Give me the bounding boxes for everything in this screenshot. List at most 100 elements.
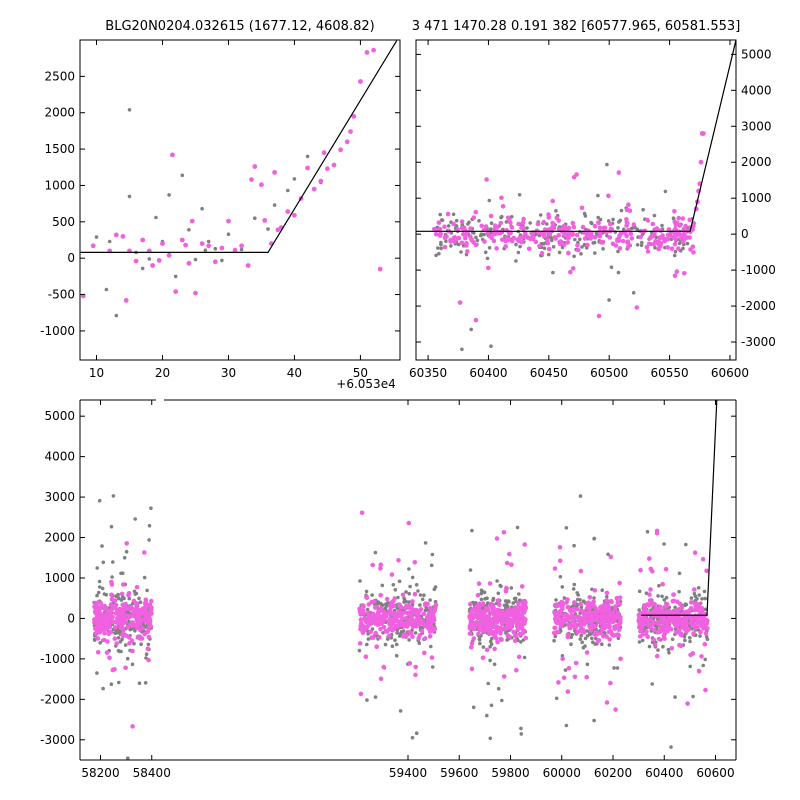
pink-point bbox=[687, 235, 692, 240]
pink-point bbox=[650, 233, 655, 239]
grey-point bbox=[522, 655, 527, 660]
pink-point bbox=[186, 260, 192, 266]
pink-point bbox=[568, 269, 573, 275]
pink-point bbox=[541, 219, 547, 225]
grey-point bbox=[481, 645, 486, 649]
grey-point bbox=[669, 745, 673, 749]
axis-group-season: 60350 60400 60450 60500 60550 60600 -3000 -2000… bbox=[409, 40, 776, 380]
pink-point bbox=[645, 249, 651, 254]
grey-point bbox=[430, 552, 435, 557]
pink-point bbox=[113, 602, 119, 608]
grey-point bbox=[583, 636, 588, 641]
grey-point bbox=[101, 686, 105, 691]
grey-point bbox=[663, 189, 668, 194]
pink-point bbox=[454, 236, 459, 241]
grey-point bbox=[109, 524, 114, 529]
grey-point bbox=[144, 652, 149, 656]
pink-point bbox=[615, 237, 620, 242]
zoom-frame bbox=[79, 39, 401, 361]
pink-point bbox=[511, 235, 516, 241]
grey-point bbox=[677, 589, 681, 594]
pink-point bbox=[684, 620, 689, 626]
pink-point bbox=[638, 567, 643, 573]
pink-point bbox=[594, 615, 600, 620]
grey-point bbox=[688, 664, 692, 669]
pink-point bbox=[686, 609, 692, 615]
pink-point bbox=[607, 637, 612, 642]
pink-point bbox=[471, 215, 477, 220]
pink-point bbox=[557, 545, 563, 550]
grey-point bbox=[394, 642, 399, 647]
grey-point bbox=[98, 641, 102, 645]
grey-point bbox=[429, 644, 433, 649]
grey-point bbox=[692, 591, 697, 596]
pink-point bbox=[656, 636, 662, 642]
pink-point bbox=[637, 621, 643, 627]
pink-point bbox=[627, 208, 633, 213]
grey-point bbox=[479, 233, 483, 238]
pink-point bbox=[117, 607, 123, 613]
grey-point bbox=[226, 232, 231, 236]
grey-point bbox=[477, 219, 481, 223]
grey-point bbox=[596, 193, 600, 198]
grey-point bbox=[489, 344, 493, 349]
pink-point bbox=[455, 227, 461, 232]
grey-point bbox=[697, 593, 701, 597]
pink-point bbox=[596, 638, 602, 643]
x-offset-label: +6.053e4 bbox=[336, 377, 395, 391]
grey-point bbox=[602, 631, 607, 635]
pink-point bbox=[631, 222, 637, 227]
pink-point bbox=[488, 213, 494, 219]
pink-point bbox=[462, 225, 467, 231]
pink-point bbox=[691, 631, 696, 636]
pink-point bbox=[687, 217, 692, 223]
grey-point bbox=[485, 713, 489, 718]
pink-point bbox=[110, 614, 115, 620]
pink-point bbox=[422, 636, 428, 641]
grey-point bbox=[167, 193, 171, 197]
pink-point bbox=[509, 621, 515, 627]
pink-point bbox=[97, 629, 103, 635]
grey-point bbox=[473, 601, 478, 605]
pink-point bbox=[432, 608, 438, 613]
pink-point bbox=[676, 246, 681, 251]
grey-point bbox=[673, 249, 678, 254]
grey-point bbox=[122, 555, 127, 560]
grey-point bbox=[662, 542, 666, 546]
grey-point bbox=[154, 215, 158, 220]
grey-point bbox=[519, 726, 523, 731]
pink-point bbox=[489, 631, 494, 636]
grey-point bbox=[384, 604, 389, 608]
pink-point bbox=[596, 313, 602, 319]
pink-point bbox=[141, 607, 146, 612]
grey-point bbox=[660, 594, 664, 599]
pink-point bbox=[587, 595, 593, 600]
pink-point bbox=[520, 220, 526, 225]
pink-point bbox=[643, 607, 648, 613]
pink-point bbox=[492, 646, 497, 652]
pink-point bbox=[145, 646, 151, 652]
pink-point bbox=[259, 182, 264, 188]
grey-point bbox=[437, 251, 441, 256]
pink-point bbox=[425, 621, 431, 626]
grey-point bbox=[407, 591, 412, 596]
pink-point bbox=[120, 633, 126, 639]
grey-point bbox=[677, 241, 682, 246]
pink-point bbox=[651, 637, 656, 642]
model-line bbox=[80, 40, 398, 253]
grey-point bbox=[104, 287, 109, 292]
pink-point bbox=[661, 629, 667, 634]
pink-point bbox=[566, 665, 572, 671]
pink-point bbox=[438, 231, 444, 236]
grey-point bbox=[206, 239, 211, 244]
pink-point bbox=[682, 271, 687, 276]
x-tick-label: 60550 bbox=[650, 366, 688, 380]
pink-point bbox=[479, 223, 485, 229]
pink-point bbox=[566, 250, 571, 256]
x-tick-label: 58200 bbox=[81, 766, 119, 780]
grey-point bbox=[147, 523, 152, 528]
pink-point bbox=[93, 603, 98, 608]
pink-point bbox=[90, 243, 96, 249]
pink-point bbox=[610, 612, 616, 618]
grey-point bbox=[585, 634, 590, 638]
